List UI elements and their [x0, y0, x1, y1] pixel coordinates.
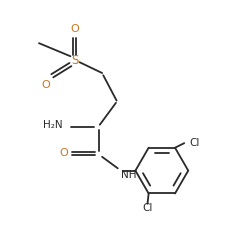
Text: O: O [41, 79, 50, 89]
Text: NH: NH [121, 170, 136, 180]
Text: Cl: Cl [189, 138, 200, 148]
Text: O: O [70, 24, 79, 34]
Text: H₂N: H₂N [43, 120, 63, 130]
Text: S: S [71, 54, 78, 67]
Text: O: O [59, 148, 68, 158]
Text: Cl: Cl [142, 203, 153, 213]
